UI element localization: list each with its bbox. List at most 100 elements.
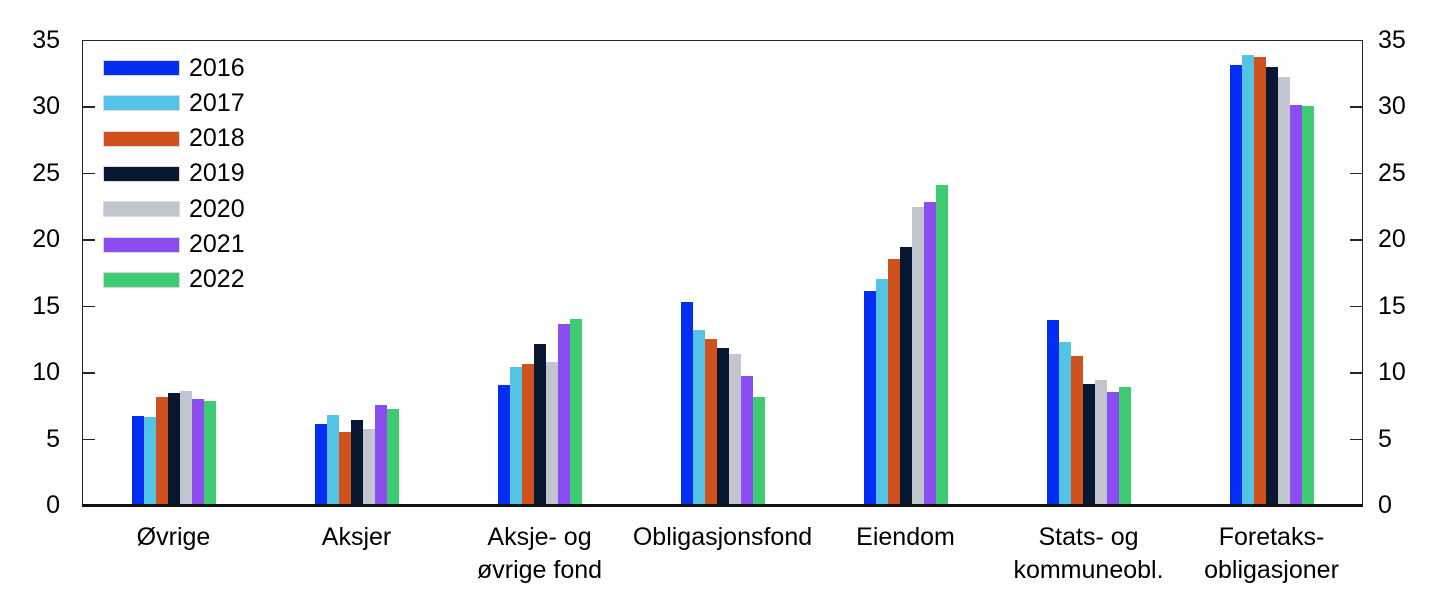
bar-2020-group5 [1094, 380, 1107, 505]
bar-2022-group2 [569, 319, 582, 505]
bar-2018-group2 [521, 364, 534, 505]
category-label-line: kommuneobl. [1013, 556, 1164, 584]
legend-item-2019: 2019 [103, 161, 245, 187]
bar-2016-group5 [1046, 320, 1059, 505]
category-label-line: Øvrige [136, 523, 211, 551]
y-tick-label-right: 0 [1378, 491, 1392, 519]
x-axis-line [82, 504, 1363, 507]
legend-item-2017: 2017 [103, 90, 245, 116]
bar-2019-group4 [899, 247, 912, 505]
legend-swatch-icon [103, 95, 180, 112]
bar-2017-group4 [875, 279, 888, 505]
category-label: Stats- og kommuneobl. [939, 521, 1239, 587]
bar-2021-group4 [923, 202, 936, 505]
y-tick-label-right: 5 [1378, 424, 1392, 453]
legend-swatch-icon [103, 165, 180, 182]
category-label: Aksje- og øvrige fond [390, 521, 690, 587]
y-tick-label-left: 35 [32, 26, 60, 54]
y-tick-mark [1350, 438, 1363, 441]
y-tick-mark [82, 106, 95, 108]
category-label: Obligasjonsfond [573, 521, 873, 554]
y-tick-label-left: 30 [32, 92, 60, 121]
y-tick-mark [82, 305, 95, 308]
bar-2019-group0 [167, 393, 180, 505]
category-label-line: Stats- og [1038, 523, 1139, 551]
y-tick-label-left: 20 [32, 225, 60, 254]
bar-2018-group5 [1070, 356, 1083, 505]
legend-swatch-icon [103, 271, 180, 288]
category-label: Foretaks-obligasjoner [1122, 521, 1422, 587]
legend-item-2016: 2016 [103, 55, 245, 81]
bar-2018-group6 [1253, 57, 1266, 505]
bar-2021-group5 [1106, 392, 1119, 505]
bar-2022-group1 [386, 409, 399, 505]
legend-label: 2021 [189, 230, 245, 258]
bar-2020-group6 [1277, 77, 1290, 505]
bar-2018-group4 [887, 259, 900, 505]
bar-2017-group2 [509, 366, 522, 505]
category-label-line: Foretaks- [1218, 523, 1325, 551]
bar-2016-group4 [863, 291, 876, 505]
bar-2017-group3 [692, 329, 705, 505]
bar-2022-group3 [752, 397, 765, 505]
legend-swatch-icon [103, 60, 180, 76]
bar-2016-group6 [1229, 65, 1242, 505]
legend-swatch-icon [103, 130, 180, 147]
category-label-line: Eiendom [856, 523, 955, 551]
bar-2017-group6 [1241, 54, 1254, 505]
bar-2020-group0 [179, 390, 192, 505]
bar-2020-group1 [362, 429, 375, 505]
bar-2018-group0 [155, 397, 168, 505]
bar-2020-group4 [911, 207, 924, 505]
bar-2021-group0 [191, 398, 204, 505]
legend-label: 2020 [189, 194, 245, 223]
bar-2020-group3 [728, 353, 741, 505]
legend-item-2021: 2021 [103, 232, 245, 258]
legend-item-2022: 2022 [103, 267, 245, 293]
category-label-line: Aksjer [321, 523, 392, 551]
bar-2016-group0 [131, 415, 144, 505]
bar-2017-group0 [143, 417, 156, 505]
y-tick-mark [1350, 372, 1363, 374]
y-tick-mark [82, 172, 95, 175]
category-label: Øvrige [24, 521, 324, 554]
y-tick-label-right: 25 [1378, 158, 1406, 187]
legend-swatch-icon [103, 236, 180, 253]
category-label: Eiendom [756, 521, 1056, 554]
legend-label: 2019 [189, 159, 245, 188]
y-tick-label-right: 30 [1378, 92, 1406, 121]
category-label: Aksjer [207, 521, 507, 554]
bar-2019-group3 [716, 348, 729, 505]
bar-2021-group6 [1289, 105, 1302, 505]
bar-2022-group0 [203, 401, 216, 505]
legend-label: 2017 [189, 88, 245, 117]
bar-2017-group1 [326, 414, 339, 505]
bar-2021-group1 [374, 405, 387, 505]
bar-2019-group1 [350, 419, 363, 505]
y-tick-mark [1350, 239, 1363, 241]
bar-2016-group3 [680, 301, 693, 505]
bar-2016-group2 [497, 385, 510, 505]
y-tick-label-left: 0 [46, 491, 60, 519]
category-label-line: øvrige fond [476, 556, 603, 584]
bar-2017-group5 [1058, 341, 1071, 505]
bar-2019-group5 [1082, 384, 1095, 505]
y-tick-label-left: 10 [32, 358, 60, 387]
y-tick-label-right: 10 [1378, 358, 1406, 387]
y-tick-mark [82, 438, 95, 441]
bar-2019-group6 [1265, 66, 1278, 505]
legend-label: 2022 [189, 265, 245, 294]
y-tick-label-right: 35 [1378, 26, 1406, 54]
y-tick-mark [82, 239, 95, 241]
bar-2022-group6 [1301, 106, 1314, 505]
legend-label: 2016 [189, 53, 245, 82]
y-tick-label-right: 20 [1378, 225, 1406, 254]
legend-item-2020: 2020 [103, 196, 245, 222]
y-tick-label-left: 5 [46, 424, 60, 453]
bar-2018-group1 [338, 431, 351, 505]
y-tick-mark [82, 372, 95, 374]
bar-2022-group5 [1118, 386, 1131, 505]
legend-item-2018: 2018 [103, 126, 245, 152]
bar-2022-group4 [935, 184, 948, 505]
